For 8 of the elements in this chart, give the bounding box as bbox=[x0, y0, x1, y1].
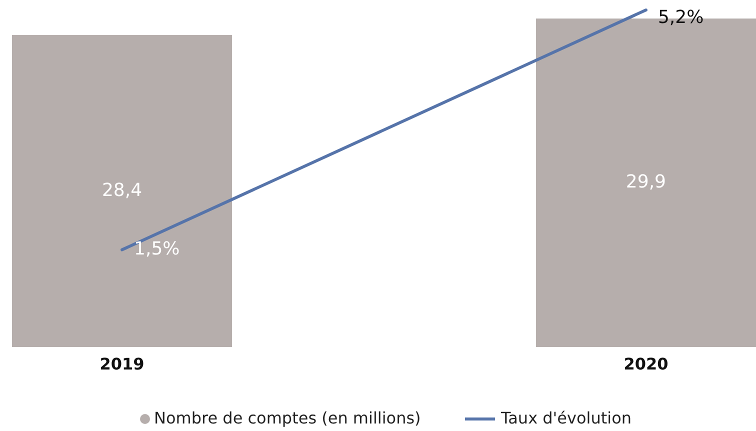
data-label: 5,2% bbox=[658, 6, 704, 28]
data-label: 1,5% bbox=[134, 238, 180, 260]
x-tick-label: 2019 bbox=[100, 354, 144, 374]
legend-label: Taux d'évolution bbox=[500, 408, 632, 428]
data-label: 29,9 bbox=[626, 172, 666, 193]
data-label: 28,4 bbox=[102, 180, 142, 201]
x-tick-label: 2020 bbox=[624, 354, 668, 374]
legend-label: Nombre de comptes (en millions) bbox=[154, 408, 421, 428]
